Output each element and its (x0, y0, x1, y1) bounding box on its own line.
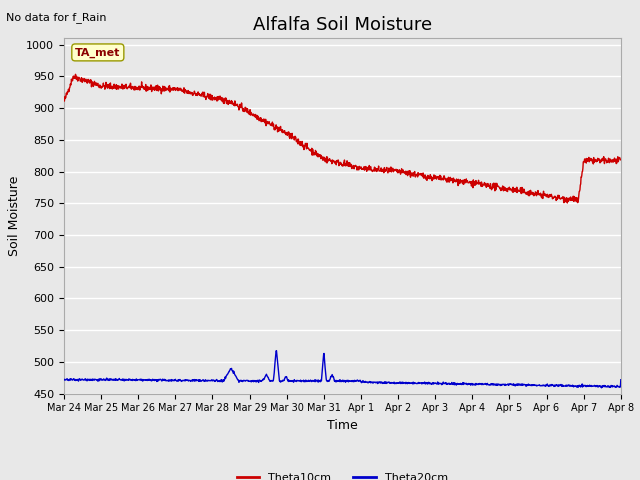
Title: Alfalfa Soil Moisture: Alfalfa Soil Moisture (253, 16, 432, 34)
Text: TA_met: TA_met (75, 47, 120, 58)
X-axis label: Time: Time (327, 419, 358, 432)
Text: No data for f_Rain: No data for f_Rain (6, 12, 107, 23)
Legend: Theta10cm, Theta20cm: Theta10cm, Theta20cm (233, 468, 452, 480)
Y-axis label: Soil Moisture: Soil Moisture (8, 176, 20, 256)
